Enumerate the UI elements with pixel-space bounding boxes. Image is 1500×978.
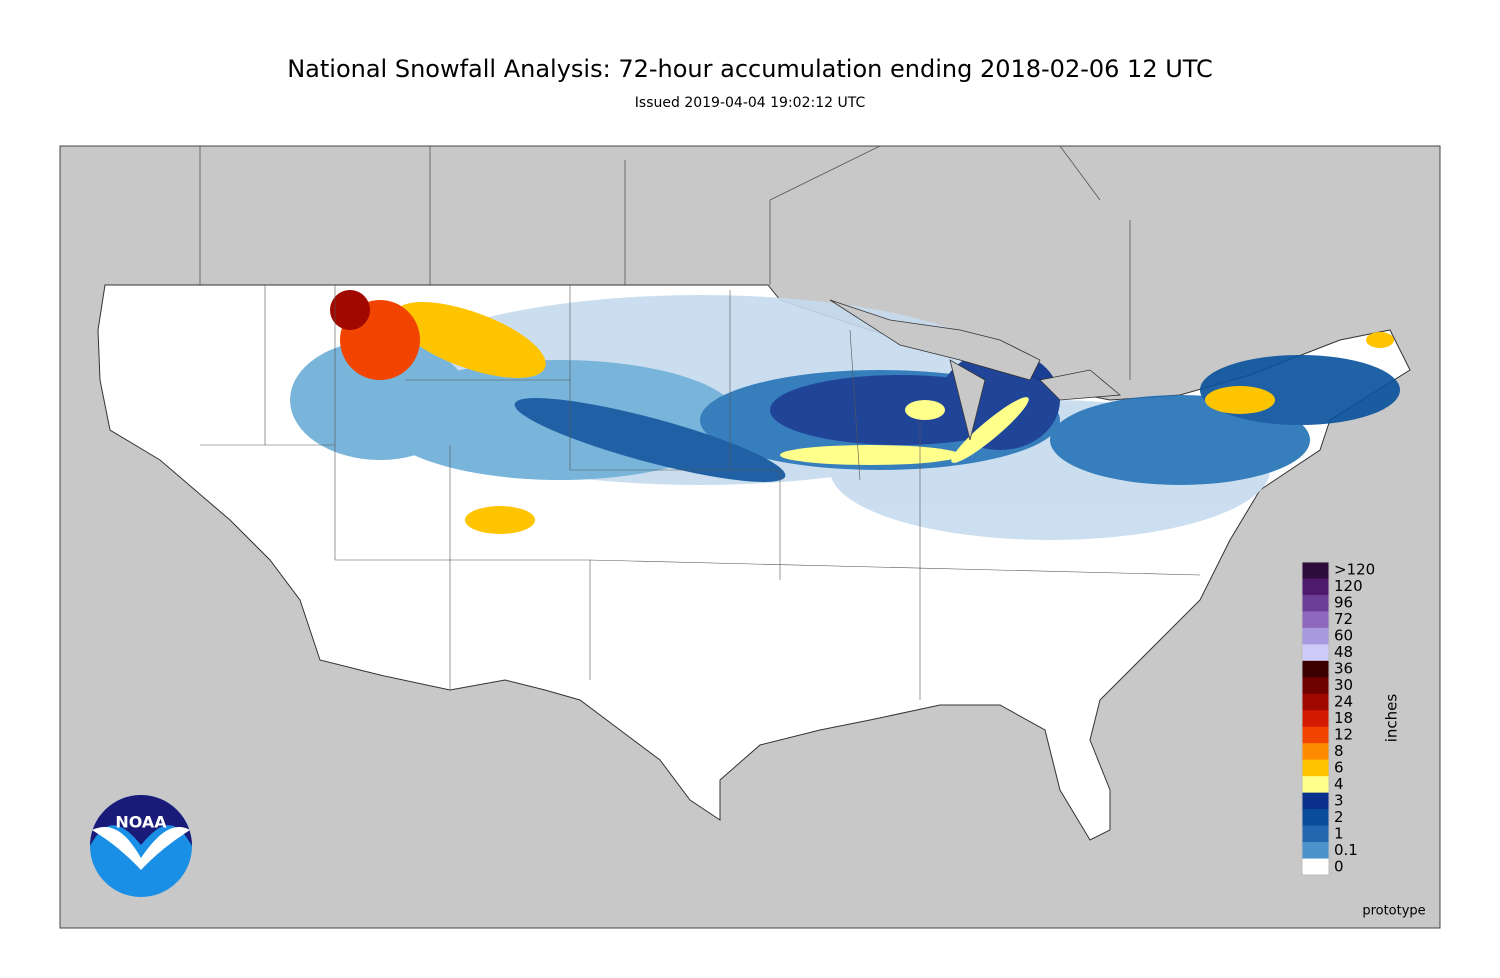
logo-text: NOAA bbox=[115, 813, 167, 832]
legend-swatch bbox=[1302, 660, 1329, 678]
legend-swatch bbox=[1302, 710, 1329, 728]
legend-swatch bbox=[1302, 562, 1329, 579]
legend-swatch bbox=[1302, 825, 1329, 843]
logo-gull bbox=[92, 827, 190, 870]
legend-swatch bbox=[1302, 858, 1329, 876]
logo-top bbox=[90, 795, 192, 846]
legend-label: 3 bbox=[1334, 791, 1344, 809]
legend-label: 12 bbox=[1334, 725, 1353, 743]
map: prototype bbox=[59, 145, 1441, 929]
legend-title: inches bbox=[1383, 694, 1401, 743]
legend-swatch bbox=[1302, 809, 1329, 827]
state-borders bbox=[200, 285, 1201, 700]
subtitle: Issued 2019-04-04 19:02:12 UTC bbox=[635, 95, 866, 111]
legend-label: 4 bbox=[1334, 775, 1344, 793]
legend-swatch bbox=[1302, 578, 1329, 596]
noaa-logo: NOAA bbox=[90, 795, 192, 897]
legend-label: 48 bbox=[1334, 643, 1353, 661]
legend-label: 96 bbox=[1334, 594, 1353, 612]
legend-border bbox=[1301, 561, 1330, 876]
legend-label: 8 bbox=[1334, 742, 1344, 760]
legend-swatch bbox=[1302, 644, 1329, 662]
legend-label: 60 bbox=[1334, 627, 1353, 645]
legend-swatch bbox=[1302, 627, 1329, 645]
legend: inches >1201209672604836302418128643210.… bbox=[1301, 561, 1401, 876]
legend-swatch bbox=[1302, 693, 1329, 711]
legend-label: 36 bbox=[1334, 660, 1353, 678]
legend-swatch bbox=[1302, 792, 1329, 810]
legend-label: 6 bbox=[1334, 758, 1344, 776]
legend-label: 18 bbox=[1334, 709, 1353, 727]
great-lakes bbox=[829, 299, 1122, 441]
legend-label: 0.1 bbox=[1334, 841, 1358, 859]
legend-label: 120 bbox=[1334, 577, 1363, 595]
legend-swatch bbox=[1302, 759, 1329, 777]
legend-swatch bbox=[1302, 611, 1329, 629]
legend-swatch bbox=[1302, 677, 1329, 695]
canada-borders bbox=[199, 145, 1131, 380]
footer-note: prototype bbox=[1362, 904, 1425, 919]
snow-heavy bbox=[330, 290, 1394, 534]
legend-swatch bbox=[1302, 743, 1329, 761]
legend-label: 1 bbox=[1334, 824, 1344, 842]
legend-swatch bbox=[1302, 842, 1329, 860]
legend-label: >120 bbox=[1334, 561, 1375, 579]
legend-swatch bbox=[1302, 776, 1329, 794]
legend-label: 24 bbox=[1334, 693, 1353, 711]
legend-label: 0 bbox=[1334, 857, 1344, 875]
legend-label: 30 bbox=[1334, 676, 1353, 694]
legend-label: 2 bbox=[1334, 808, 1344, 826]
title: National Snowfall Analysis: 72-hour accu… bbox=[287, 55, 1213, 83]
legend-swatch bbox=[1302, 594, 1329, 612]
legend-label: 72 bbox=[1334, 610, 1353, 628]
legend-swatch bbox=[1302, 726, 1329, 744]
